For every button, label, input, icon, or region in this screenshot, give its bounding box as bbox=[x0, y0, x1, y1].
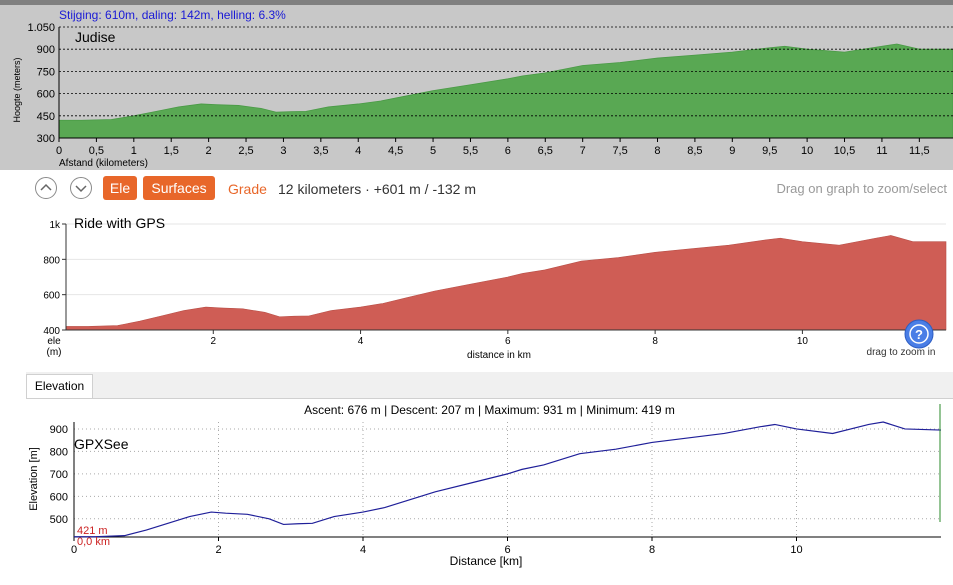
judise-x-tick: 0,5 bbox=[89, 145, 104, 157]
judise-y-tick: 900 bbox=[37, 44, 55, 56]
gpxsee-label: GPXSee bbox=[74, 436, 129, 452]
judise-x-tick: 9,5 bbox=[762, 145, 777, 157]
gpxsee-ylabel: Elevation [m] bbox=[28, 447, 40, 511]
gpxsee-y-tick: 700 bbox=[50, 469, 68, 481]
judise-x-tick: 6,5 bbox=[538, 145, 553, 157]
grade-button[interactable]: Grade bbox=[228, 181, 267, 197]
judise-x-tick: 2,5 bbox=[238, 145, 253, 157]
cursor-distance-readout: 0,0 km bbox=[77, 536, 110, 548]
rwgps-label: Ride with GPS bbox=[74, 215, 165, 231]
expand-down-button[interactable] bbox=[70, 177, 92, 199]
gpxsee-elevation-line bbox=[74, 421, 942, 538]
gpxsee-x-tick: 0 bbox=[71, 544, 77, 556]
gpxsee-x-tick: 10 bbox=[790, 544, 802, 556]
gpxsee-x-tick: 4 bbox=[360, 544, 366, 556]
drag-hint: Drag on graph to zoom/select bbox=[776, 181, 947, 196]
judise-x-tick: 1 bbox=[131, 145, 137, 157]
rwgps-ylabel-2: (m) bbox=[47, 347, 62, 358]
gpxsee-x-tick: 2 bbox=[215, 544, 221, 556]
rwgps-x-tick: 4 bbox=[358, 336, 364, 347]
rwgps-toolbar: Ele Surfaces Grade 12 kilometers · +601 … bbox=[26, 170, 953, 208]
gpxsee-y-tick: 600 bbox=[50, 491, 68, 503]
judise-x-tick: 9 bbox=[729, 145, 735, 157]
judise-stats: Stijging: 610m, daling: 142m, helling: 6… bbox=[59, 8, 286, 22]
judise-y-tick: 450 bbox=[37, 111, 55, 123]
judise-label: Judise bbox=[75, 29, 116, 45]
judise-x-tick: 3 bbox=[280, 145, 286, 157]
rwgps-y-tick: 1k bbox=[49, 220, 61, 231]
judise-y-tick: 1.050 bbox=[27, 22, 55, 34]
judise-y-tick: 750 bbox=[37, 66, 55, 78]
rwgps-panel: Ele Surfaces Grade 12 kilometers · +601 … bbox=[26, 170, 953, 370]
rwgps-zoom-hint: drag to zoom in bbox=[867, 347, 936, 358]
tab-elevation[interactable]: Elevation bbox=[26, 374, 93, 398]
route-summary: 12 kilometers · +601 m / -132 m bbox=[278, 181, 477, 197]
judise-x-tick: 10,5 bbox=[834, 145, 855, 157]
chevron-up-icon bbox=[40, 183, 52, 191]
rwgps-y-tick: 600 bbox=[43, 291, 60, 302]
judise-x-tick: 8 bbox=[654, 145, 660, 157]
judise-x-tick: 3,5 bbox=[313, 145, 328, 157]
judise-x-tick: 10 bbox=[801, 145, 813, 157]
ele-button[interactable]: Ele bbox=[103, 176, 137, 200]
judise-xlabel: Afstand (kilometers) bbox=[59, 158, 148, 169]
rwgps-x-tick: 8 bbox=[652, 336, 658, 347]
judise-x-tick: 7 bbox=[580, 145, 586, 157]
gpxsee-y-tick: 500 bbox=[50, 514, 68, 526]
judise-y-tick: 600 bbox=[37, 89, 55, 101]
gpxsee-y-tick: 800 bbox=[50, 446, 68, 458]
judise-ylabel: Hoogte (meters) bbox=[12, 57, 22, 122]
gpxsee-y-tick: 900 bbox=[50, 424, 68, 436]
judise-y-tick: 300 bbox=[37, 133, 55, 145]
judise-panel: Stijging: 610m, daling: 142m, helling: 6… bbox=[0, 0, 953, 170]
question-mark-glyph: ? bbox=[915, 327, 923, 342]
rwgps-y-tick: 400 bbox=[43, 326, 60, 337]
judise-x-tick: 5,5 bbox=[463, 145, 478, 157]
judise-x-tick: 11 bbox=[876, 145, 887, 157]
gpxsee-chart[interactable]: 500 600 700 800 900 0 2 4 6 8 10 GPXSee Elevation [m… bbox=[26, 372, 953, 585]
gpxsee-xlabel: Distance [km] bbox=[450, 554, 523, 568]
judise-x-tick: 0 bbox=[56, 145, 62, 157]
judise-x-tick: 4 bbox=[355, 145, 361, 157]
gpxsee-stats: Ascent: 676 m | Descent: 207 m | Maximum… bbox=[304, 403, 675, 417]
rwgps-x-tick: 10 bbox=[797, 336, 809, 347]
collapse-up-button[interactable] bbox=[35, 177, 57, 199]
rwgps-xlabel: distance in km bbox=[467, 350, 531, 361]
question-circle-icon bbox=[904, 319, 934, 349]
judise-x-tick: 7,5 bbox=[612, 145, 627, 157]
gpxsee-x-tick: 8 bbox=[649, 544, 655, 556]
judise-elevation-area bbox=[58, 43, 953, 139]
rwgps-ylabel-1: ele bbox=[47, 336, 61, 347]
rwgps-x-tick: 2 bbox=[210, 336, 216, 347]
judise-x-tick: 11,5 bbox=[909, 145, 930, 157]
gpxsee-x-tick: 6 bbox=[504, 544, 510, 556]
chevron-down-icon bbox=[75, 185, 87, 193]
question-circle-ring bbox=[909, 324, 929, 344]
rwgps-chart[interactable]: 400 600 800 1k 2 4 6 8 10 Ride with GPS ele(m) dist… bbox=[26, 208, 953, 370]
rwgps-y-tick: 800 bbox=[43, 255, 60, 266]
tab-bar: Elevation bbox=[26, 372, 953, 399]
surfaces-button[interactable]: Surfaces bbox=[143, 176, 215, 200]
window-top-border bbox=[0, 0, 953, 5]
judise-x-tick: 2 bbox=[206, 145, 212, 157]
rwgps-elevation-area bbox=[65, 235, 947, 331]
judise-x-tick: 4,5 bbox=[388, 145, 403, 157]
judise-x-tick: 1,5 bbox=[164, 145, 179, 157]
judise-x-tick: 5 bbox=[430, 145, 436, 157]
rwgps-x-tick: 6 bbox=[505, 336, 511, 347]
judise-x-tick: 6 bbox=[505, 145, 511, 157]
judise-x-tick: 8,5 bbox=[687, 145, 702, 157]
gpxsee-panel: Elevation Ascent: 676 m | Descent: 207 m… bbox=[26, 372, 953, 585]
cursor-elevation-readout: 421 m bbox=[77, 525, 108, 537]
